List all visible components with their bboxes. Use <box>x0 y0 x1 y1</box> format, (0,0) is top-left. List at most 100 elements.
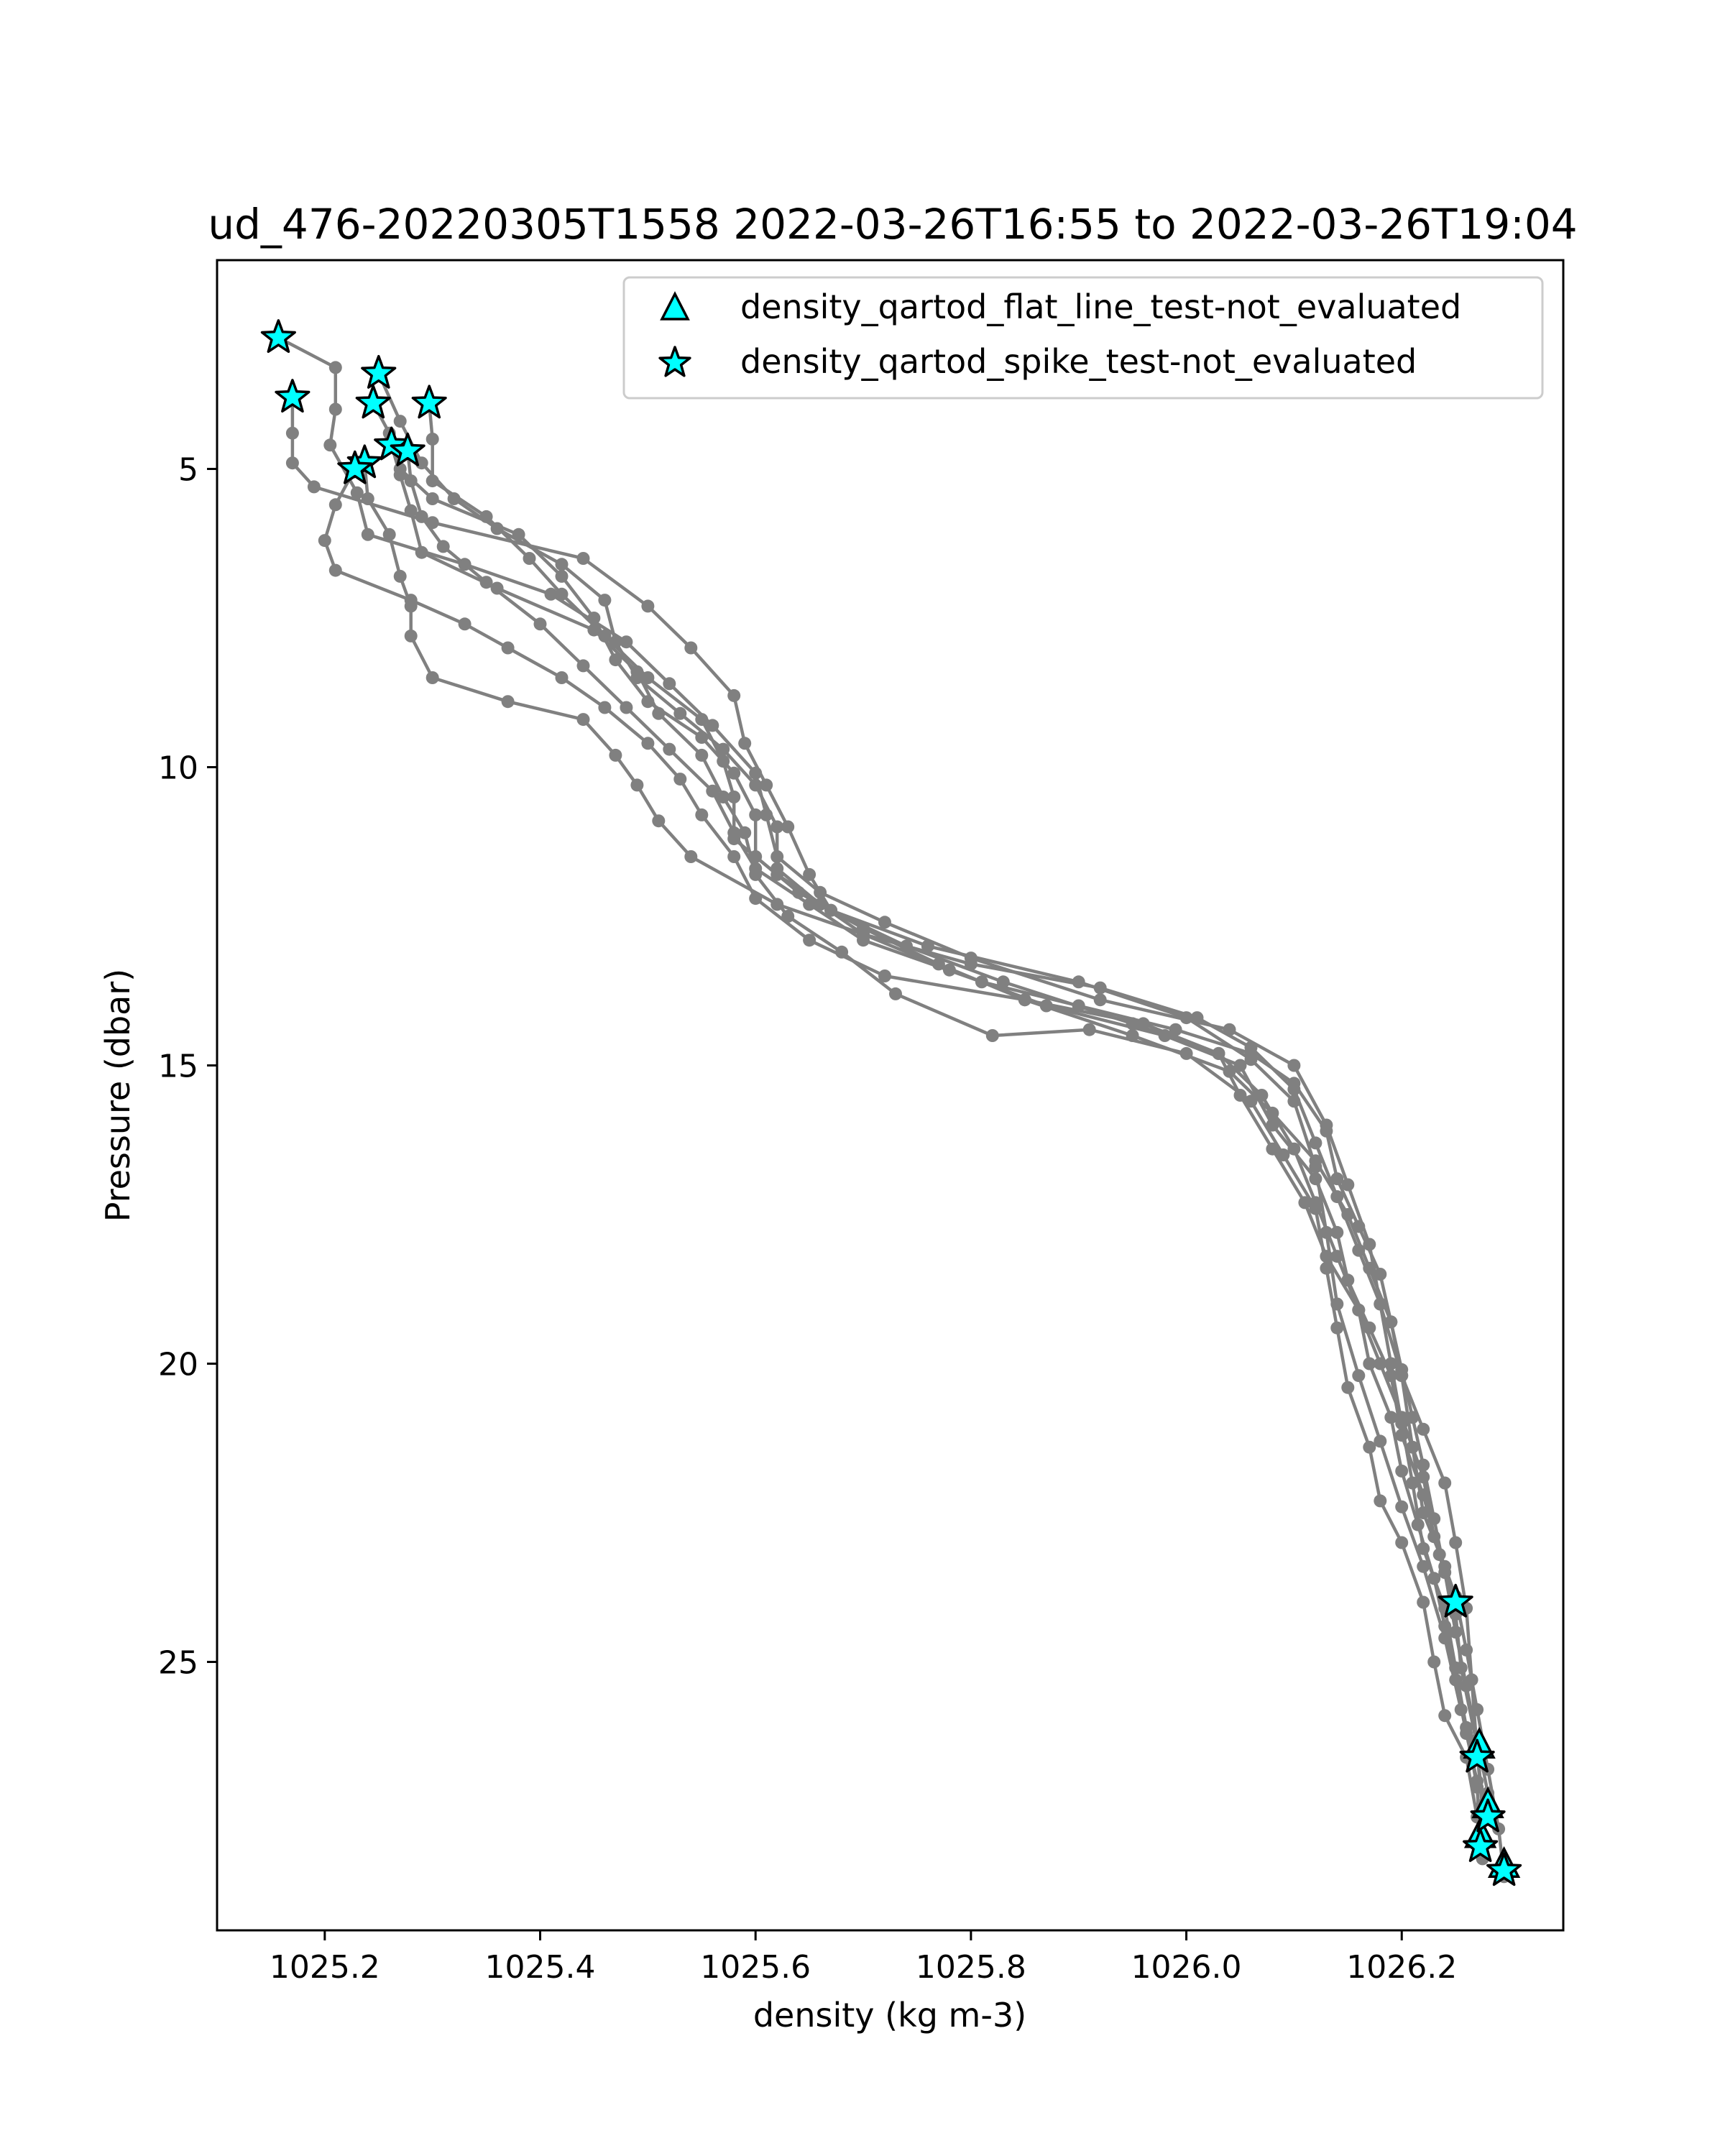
profile-point <box>857 927 870 941</box>
profile-point <box>1449 1536 1463 1549</box>
profile-point <box>641 737 655 750</box>
y-tick-label: 20 <box>158 1347 198 1383</box>
profile-point <box>630 665 644 678</box>
profile-point <box>512 528 525 541</box>
spike-star-marker <box>1438 1583 1473 1618</box>
profile-point <box>307 480 321 494</box>
y-tick-label: 5 <box>178 452 198 489</box>
spike-star-marker <box>361 354 397 389</box>
profile-point <box>393 569 407 583</box>
profile-point <box>1287 1059 1301 1072</box>
profile-point <box>1427 1572 1441 1585</box>
profile-point <box>426 433 439 446</box>
profile-series-7 <box>385 438 1489 1866</box>
profile-point <box>318 534 331 548</box>
profile-point <box>985 1029 999 1042</box>
profile-point <box>738 737 752 750</box>
profile-point <box>803 867 816 881</box>
profile-point <box>1330 1172 1344 1186</box>
profile-point <box>673 706 687 720</box>
profile-point <box>1320 1261 1333 1275</box>
profile-point <box>426 474 439 488</box>
profile-point <box>684 641 698 655</box>
profile-point <box>1320 1124 1333 1138</box>
legend-box <box>622 276 1544 400</box>
profile-point <box>1309 1172 1322 1186</box>
profile-point <box>393 468 407 482</box>
profile-point <box>404 594 418 607</box>
profile-point <box>1330 1225 1344 1239</box>
profile-point <box>770 898 784 911</box>
profile-point <box>1395 1536 1409 1549</box>
spike-star-marker <box>355 384 391 419</box>
profile-point <box>663 742 676 756</box>
profile-point <box>652 814 666 828</box>
profile-point <box>609 653 622 667</box>
profile-point <box>1093 981 1107 995</box>
profile-point <box>576 713 590 727</box>
profile-point <box>1352 1220 1366 1233</box>
profile-point <box>609 748 622 762</box>
spike-star-marker <box>275 379 310 413</box>
legend-star-marker <box>658 346 691 377</box>
profile-point <box>1244 1095 1258 1108</box>
profile-point <box>598 701 612 714</box>
profile-point <box>555 671 569 684</box>
profile-point <box>1244 1041 1258 1054</box>
profile-point <box>1363 1440 1376 1454</box>
profile-point <box>1341 1178 1355 1192</box>
profile-point <box>555 558 569 571</box>
profile-point <box>436 540 450 553</box>
profile-point <box>975 975 988 989</box>
profile-point <box>1233 1059 1247 1072</box>
spike-star-marker <box>1470 1798 1506 1833</box>
profile-point <box>328 498 342 512</box>
profile-point <box>663 677 676 691</box>
profile-point <box>1374 1268 1387 1281</box>
profile-point <box>717 755 730 768</box>
chart-title: ud_476-20220305T1558 2022-03-26T16:55 to… <box>208 200 1577 249</box>
profile-point <box>350 486 364 499</box>
profile-point <box>1427 1512 1441 1526</box>
profile-point <box>630 778 644 792</box>
profile-point <box>695 808 709 821</box>
profile-point <box>1352 1243 1366 1257</box>
profile-point <box>555 569 569 583</box>
profile-point <box>1395 1464 1409 1478</box>
profile-point <box>695 731 709 744</box>
profile-point <box>501 695 515 709</box>
profile-point <box>1363 1357 1376 1370</box>
profile-point <box>1330 1190 1344 1204</box>
profile-point <box>1395 1363 1409 1376</box>
y-tick-label: 15 <box>158 1049 198 1085</box>
profile-point <box>770 820 784 834</box>
profile-point <box>523 552 536 565</box>
profile-point <box>1411 1518 1425 1531</box>
profile-point <box>1169 1023 1182 1036</box>
profile-point <box>285 426 299 440</box>
profile-point <box>393 415 407 428</box>
profile-point <box>1460 1727 1473 1741</box>
profile-point <box>1136 1017 1150 1031</box>
profile-point <box>717 791 730 803</box>
profile-point <box>587 623 601 637</box>
profile-point <box>576 659 590 673</box>
y-tick-label: 25 <box>158 1645 198 1682</box>
profile-point <box>1266 1142 1279 1156</box>
profile-point <box>1352 1303 1366 1317</box>
profile-point <box>415 456 428 470</box>
profile-point <box>1417 1458 1430 1472</box>
plot-area <box>260 319 1522 1886</box>
profile-point <box>1449 1626 1463 1639</box>
profile-point <box>749 778 763 792</box>
profile-point <box>328 361 342 374</box>
profile-point <box>620 635 633 649</box>
profile-point <box>1374 1357 1387 1370</box>
profile-point <box>328 563 342 577</box>
legend-triangle-marker <box>660 291 690 321</box>
profile-point <box>1374 1494 1387 1508</box>
profile-point <box>404 504 418 517</box>
profile-point <box>576 552 590 565</box>
y-axis-label: Pressure (dbar) <box>98 969 137 1222</box>
